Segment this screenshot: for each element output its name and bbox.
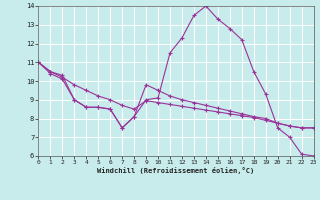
X-axis label: Windchill (Refroidissement éolien,°C): Windchill (Refroidissement éolien,°C) (97, 167, 255, 174)
